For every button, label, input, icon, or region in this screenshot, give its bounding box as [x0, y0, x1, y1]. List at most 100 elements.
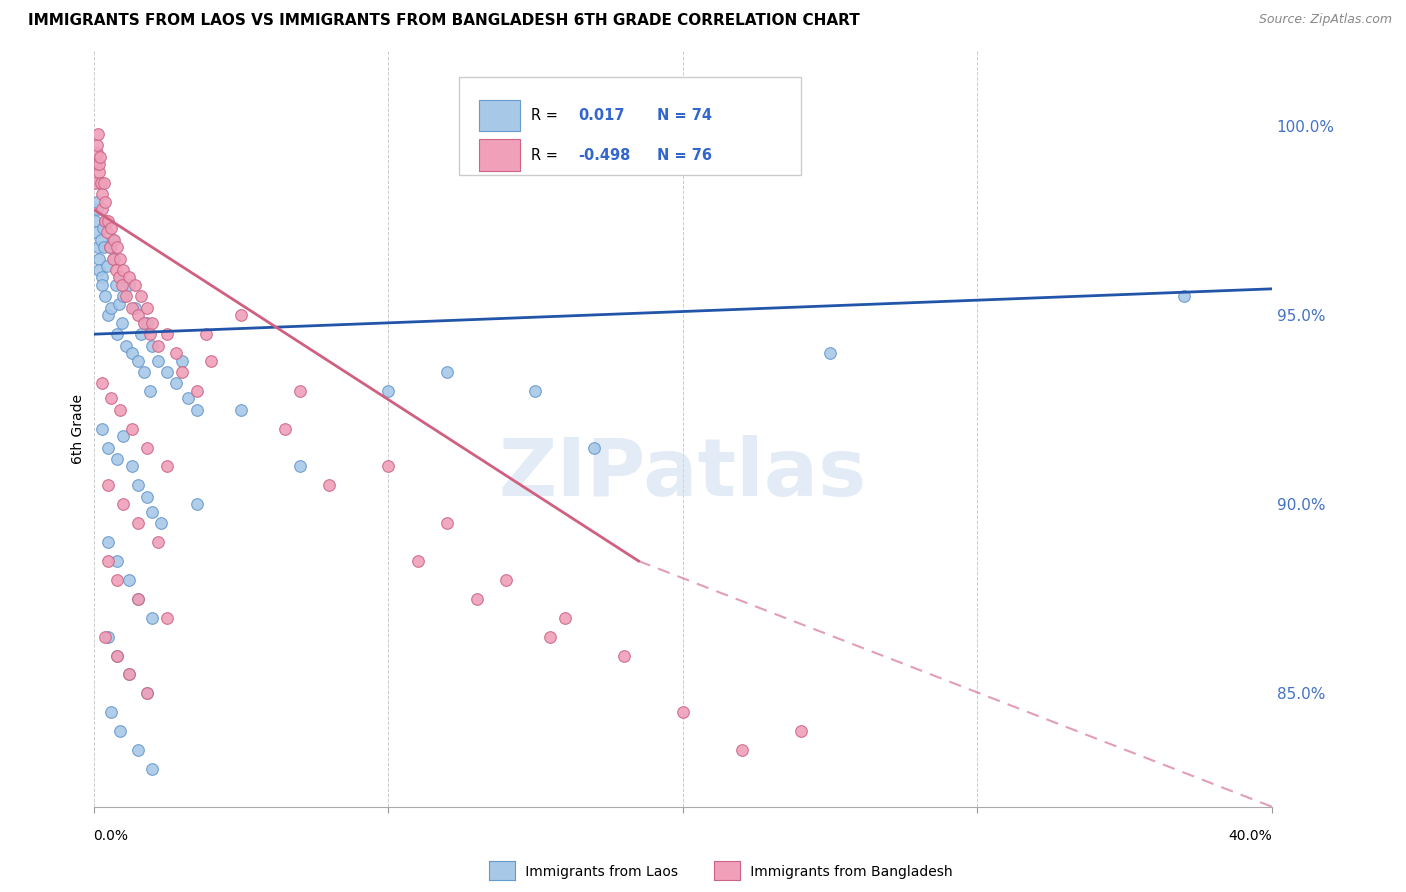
Point [229, 308, 252, 322]
Point [127, 353, 149, 368]
Text: -0.498: -0.498 [578, 148, 630, 163]
Point [107, 270, 129, 285]
Point [135, 441, 157, 455]
Point [789, 724, 811, 739]
Text: N = 76: N = 76 [657, 148, 711, 163]
Point [94, 289, 117, 303]
Point [124, 301, 146, 315]
Point [165, 346, 187, 360]
Point [538, 630, 561, 644]
Point [165, 376, 187, 391]
Point [91, 278, 114, 293]
Point [613, 648, 636, 663]
Point [107, 297, 129, 311]
Point [103, 233, 125, 247]
Point [436, 365, 458, 379]
Point [112, 497, 135, 511]
Point [108, 252, 131, 266]
Point [141, 505, 163, 519]
Point [141, 762, 163, 776]
Point [97, 308, 120, 322]
Point [91, 376, 114, 391]
Point [90, 176, 112, 190]
Point [406, 554, 429, 568]
Point [90, 187, 112, 202]
Point [104, 278, 127, 293]
Point [105, 554, 128, 568]
Text: Source: ZipAtlas.com: Source: ZipAtlas.com [1258, 13, 1392, 27]
Point [105, 648, 128, 663]
Point [97, 535, 120, 549]
Point [156, 327, 179, 342]
Point [1173, 289, 1195, 303]
Text: ZIPatlas: ZIPatlas [499, 435, 868, 513]
Point [100, 705, 122, 719]
Point [91, 202, 114, 217]
Text: 40.0%: 40.0% [1229, 830, 1272, 844]
Point [101, 252, 124, 266]
Point [98, 240, 121, 254]
Point [127, 591, 149, 606]
Text: 0.0%: 0.0% [94, 830, 128, 844]
Point [318, 478, 340, 492]
Point [150, 516, 173, 531]
Point [127, 516, 149, 531]
Point [118, 667, 141, 681]
Text: 0.017: 0.017 [578, 108, 624, 123]
Point [97, 441, 120, 455]
Point [495, 573, 517, 587]
Point [186, 402, 208, 417]
Point [124, 278, 146, 293]
Point [524, 384, 547, 398]
Point [135, 316, 157, 330]
Point [200, 353, 222, 368]
Text: R =: R = [530, 108, 562, 123]
Point [112, 289, 135, 303]
Point [135, 686, 157, 700]
Point [100, 392, 122, 406]
Point [141, 338, 163, 352]
Point [105, 573, 128, 587]
Point [135, 490, 157, 504]
Point [101, 233, 124, 247]
Text: Immigrants from Laos: Immigrants from Laos [499, 865, 678, 880]
Point [288, 459, 311, 474]
Point [86, 138, 108, 153]
Point [148, 535, 170, 549]
Point [84, 225, 107, 239]
Point [91, 221, 114, 235]
Point [108, 724, 131, 739]
Point [86, 194, 108, 209]
Point [121, 459, 143, 474]
Point [115, 289, 138, 303]
Point [818, 346, 841, 360]
Point [274, 422, 297, 436]
Point [110, 316, 132, 330]
Point [112, 429, 135, 443]
Point [90, 270, 112, 285]
Point [97, 214, 120, 228]
Point [156, 365, 179, 379]
Point [93, 176, 115, 190]
Text: R =: R = [530, 148, 562, 163]
Point [104, 263, 127, 277]
Point [108, 402, 131, 417]
Point [141, 316, 163, 330]
Point [177, 392, 200, 406]
Point [90, 233, 112, 247]
Point [135, 301, 157, 315]
Point [129, 289, 152, 303]
Point [138, 384, 160, 398]
Point [148, 338, 170, 352]
Point [89, 157, 111, 171]
Point [86, 202, 108, 217]
Point [97, 554, 120, 568]
Text: IMMIGRANTS FROM LAOS VS IMMIGRANTS FROM BANGLADESH 6TH GRADE CORRELATION CHART: IMMIGRANTS FROM LAOS VS IMMIGRANTS FROM … [28, 13, 860, 29]
Point [186, 384, 208, 398]
Point [93, 240, 115, 254]
Point [97, 478, 120, 492]
Y-axis label: 6th Grade: 6th Grade [72, 393, 86, 464]
FancyBboxPatch shape [458, 77, 800, 176]
Point [100, 301, 122, 315]
Point [96, 259, 118, 273]
